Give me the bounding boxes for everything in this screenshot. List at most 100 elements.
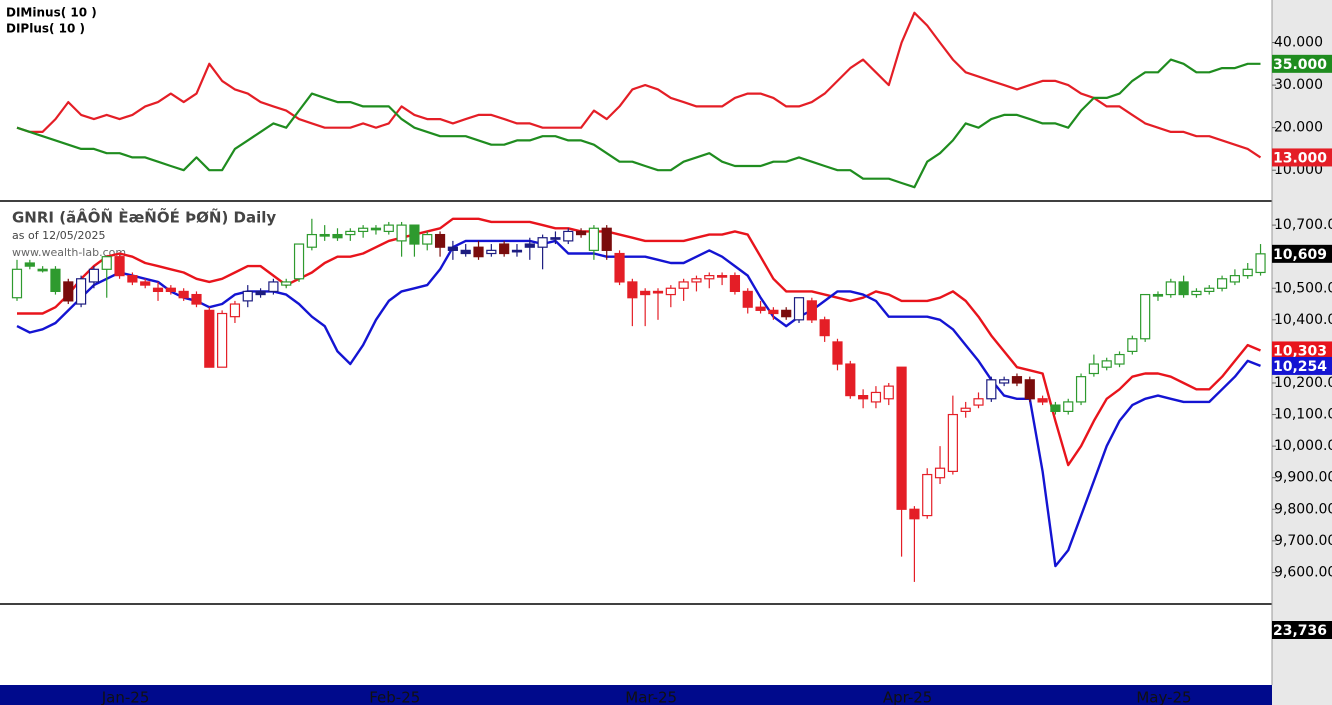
candle-body xyxy=(588,227,600,251)
candle-body xyxy=(460,249,471,255)
value-tag-label: 10,303 xyxy=(1273,343,1327,359)
candle-body xyxy=(883,385,894,400)
candle-body xyxy=(24,262,35,267)
candle-body xyxy=(114,256,125,277)
x-tick-label: May-25 xyxy=(1136,689,1191,705)
source-text: www.wealth-lab.com xyxy=(12,246,126,259)
candle-body xyxy=(1127,338,1138,353)
candle-body xyxy=(1114,353,1125,365)
candle-body xyxy=(447,246,458,251)
candle-body xyxy=(1011,376,1023,384)
candle-body xyxy=(537,237,548,248)
candle-body xyxy=(986,379,997,400)
value-tag xyxy=(1272,148,1332,167)
candle-body xyxy=(293,243,305,280)
y-tick-label: 9,600.00 xyxy=(1274,564,1332,580)
candle-body xyxy=(614,252,625,283)
x-tick-label: Apr-25 xyxy=(883,689,933,705)
value-tag-label: 23,736 xyxy=(1273,623,1327,639)
candle-body xyxy=(640,290,651,296)
candle-body xyxy=(1152,293,1164,297)
candle-body xyxy=(858,395,869,400)
candle-body xyxy=(101,256,112,270)
series-line xyxy=(16,11,1262,159)
candle-body xyxy=(1255,253,1266,274)
candle-body xyxy=(1088,363,1099,375)
candle-body xyxy=(845,363,856,397)
candle-body xyxy=(1075,376,1087,403)
candle-body xyxy=(742,290,753,308)
candle-body xyxy=(511,249,523,253)
candle-body xyxy=(922,473,933,517)
y-tick-label: 30.000 xyxy=(1274,77,1323,93)
y-tick-label: 9,700.00 xyxy=(1274,533,1332,549)
candle-body xyxy=(755,306,766,311)
candle-body xyxy=(909,508,920,520)
candle-body xyxy=(691,278,702,283)
candle-body xyxy=(242,290,253,302)
value-tag-label: 13.000 xyxy=(1273,150,1327,166)
legend-entry: DIPlus( 10 ) xyxy=(6,22,85,36)
candle-body xyxy=(1229,275,1241,283)
candle-body xyxy=(665,287,676,296)
candle-body xyxy=(806,300,817,321)
candle-body xyxy=(370,227,382,231)
candle-body xyxy=(11,268,23,299)
candle-body xyxy=(127,275,138,283)
x-tick-label: Mar-25 xyxy=(625,689,677,705)
candle-body xyxy=(1101,360,1112,368)
candle-body xyxy=(1216,278,1228,289)
chart-title: GNRI (ãÂÔÑ ÈæÑÕÉ ÞØÑ) Daily xyxy=(12,208,276,227)
legend-entry: DIMinus( 10 ) xyxy=(6,6,97,20)
candle-body xyxy=(1204,287,1215,293)
candle-body xyxy=(332,233,343,239)
candle-body xyxy=(140,281,151,286)
candle-body xyxy=(1178,281,1189,296)
candle-body xyxy=(422,233,433,245)
candle-body xyxy=(178,290,189,299)
candle-body xyxy=(396,224,407,242)
series-line xyxy=(16,239,1261,568)
y-tick-label: 10,400.00 xyxy=(1274,312,1332,328)
candle-body xyxy=(268,281,279,293)
value-tag-label: 10,254 xyxy=(1273,359,1327,375)
y-tick-label: 10,700.00 xyxy=(1274,217,1332,233)
value-tag-label: 35.000 xyxy=(1273,57,1327,73)
candle-body xyxy=(934,467,946,479)
candle-body xyxy=(999,379,1010,384)
candle-body xyxy=(358,227,369,233)
y-tick-label: 9,800.00 xyxy=(1274,501,1332,517)
candle-body xyxy=(1242,268,1253,277)
candle-body xyxy=(896,366,907,510)
candle-body xyxy=(1024,379,1035,400)
y-tick-label: 10,100.00 xyxy=(1274,407,1332,423)
y-tick-label: 40.000 xyxy=(1274,35,1323,51)
candle-body xyxy=(345,230,356,236)
candle-body xyxy=(575,230,587,236)
candle-body xyxy=(306,233,317,248)
chart-subtitle: as of 12/05/2025 xyxy=(12,229,105,242)
candle-body xyxy=(281,281,292,286)
date-axis-bar xyxy=(0,685,1272,705)
candle-body xyxy=(1050,404,1061,412)
candle-body xyxy=(1140,293,1151,340)
candle-body xyxy=(434,233,446,248)
candle-body xyxy=(217,312,228,368)
candle-body xyxy=(1037,398,1048,403)
x-tick-label: Feb-25 xyxy=(369,689,420,705)
candle-body xyxy=(75,278,87,305)
series-line xyxy=(16,58,1261,189)
y-tick-label: 10,500.00 xyxy=(1274,280,1332,296)
value-tag xyxy=(1272,341,1332,360)
candle-body xyxy=(960,407,971,412)
x-tick-label: Jan-25 xyxy=(101,689,150,705)
candle-body xyxy=(704,275,715,280)
candle-body xyxy=(781,309,792,318)
candle-body xyxy=(870,391,882,403)
candle-body xyxy=(409,224,420,245)
candle-body xyxy=(729,275,741,293)
candle-body xyxy=(152,287,164,293)
